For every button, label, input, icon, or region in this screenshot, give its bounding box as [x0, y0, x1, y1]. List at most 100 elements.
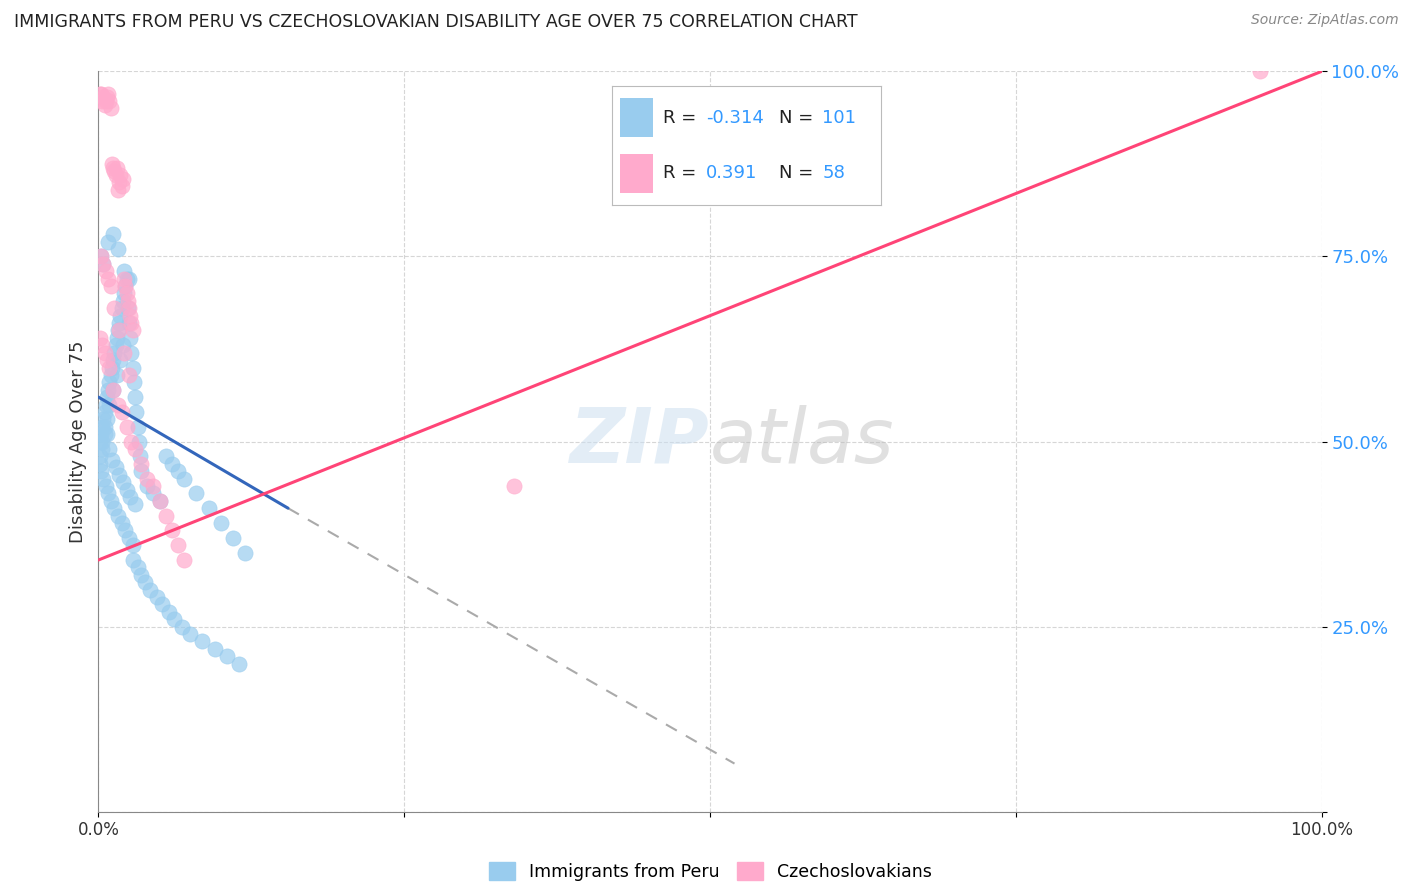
Legend: Immigrants from Peru, Czechoslovakians: Immigrants from Peru, Czechoslovakians [482, 855, 938, 888]
Point [124, 390, 146, 404]
Point [111, 301, 134, 316]
Point [89, 87, 111, 101]
Point [107, 508, 129, 523]
Point [157, 605, 180, 619]
Point [96, 427, 118, 442]
Point [100, 493, 122, 508]
Point [91, 257, 114, 271]
Point [91, 90, 114, 104]
Point [118, 368, 141, 382]
Point [186, 486, 208, 500]
Point [90, 87, 112, 101]
Point [108, 175, 131, 190]
Point [125, 405, 148, 419]
Point [134, 575, 156, 590]
Point [142, 479, 165, 493]
Point [118, 531, 141, 545]
Point [91, 94, 114, 108]
Point [111, 338, 134, 352]
Point [118, 301, 141, 316]
Text: N =: N = [779, 109, 820, 127]
Point [114, 279, 136, 293]
Point [129, 457, 152, 471]
Point [155, 450, 177, 464]
Text: N =: N = [779, 164, 820, 182]
Point [146, 590, 169, 604]
Point [91, 442, 114, 456]
Text: ZIP: ZIP [571, 405, 710, 478]
Point [94, 479, 117, 493]
Point [89, 434, 111, 449]
Point [97, 383, 120, 397]
Point [105, 368, 128, 382]
Point [149, 493, 172, 508]
Point [127, 419, 149, 434]
Point [121, 324, 143, 338]
Point [101, 161, 124, 175]
Point [103, 164, 125, 178]
Point [1249, 64, 1271, 78]
Point [101, 383, 124, 397]
Point [150, 598, 173, 612]
Point [112, 264, 135, 278]
Point [118, 271, 141, 285]
Point [108, 324, 131, 338]
Point [107, 324, 129, 338]
Point [90, 427, 112, 442]
Point [111, 405, 134, 419]
Point [215, 649, 238, 664]
Point [115, 483, 138, 497]
Point [173, 553, 195, 567]
Point [160, 457, 183, 471]
Point [101, 157, 124, 171]
Point [89, 450, 111, 464]
Point [170, 619, 193, 633]
Point [100, 368, 122, 382]
Point [98, 442, 121, 456]
Point [124, 442, 146, 456]
Point [121, 553, 143, 567]
Point [94, 94, 117, 108]
Point [97, 271, 120, 285]
Point [91, 434, 114, 449]
Text: atlas: atlas [710, 405, 894, 478]
Point [93, 427, 115, 442]
Point [94, 264, 117, 278]
Point [120, 316, 142, 330]
Point [93, 97, 115, 112]
Point [94, 397, 117, 411]
Point [91, 471, 114, 485]
Point [114, 524, 136, 538]
Point [136, 471, 159, 485]
Point [103, 301, 125, 316]
Point [117, 301, 139, 316]
Point [108, 467, 131, 482]
Text: 101: 101 [823, 109, 856, 127]
Point [209, 516, 232, 530]
Text: 0.391: 0.391 [706, 164, 758, 182]
Point [100, 102, 122, 116]
Text: IMMIGRANTS FROM PERU VS CZECHOSLOVAKIAN DISABILITY AGE OVER 75 CORRELATION CHART: IMMIGRANTS FROM PERU VS CZECHOSLOVAKIAN … [14, 13, 858, 31]
Point [101, 383, 124, 397]
Point [128, 434, 150, 449]
Point [122, 376, 145, 390]
Bar [620, 153, 652, 193]
Point [107, 183, 129, 197]
Point [101, 227, 124, 242]
Point [107, 242, 129, 256]
Point [136, 479, 159, 493]
Point [204, 641, 226, 656]
Text: -0.314: -0.314 [706, 109, 765, 127]
Point [97, 87, 120, 101]
Point [97, 486, 120, 500]
Point [173, 471, 195, 485]
Point [179, 627, 201, 641]
Point [96, 353, 118, 368]
Point [91, 412, 114, 426]
Point [124, 498, 146, 512]
Point [103, 501, 125, 516]
Point [112, 286, 135, 301]
Point [107, 397, 129, 411]
Point [96, 390, 118, 404]
Point [117, 293, 139, 308]
